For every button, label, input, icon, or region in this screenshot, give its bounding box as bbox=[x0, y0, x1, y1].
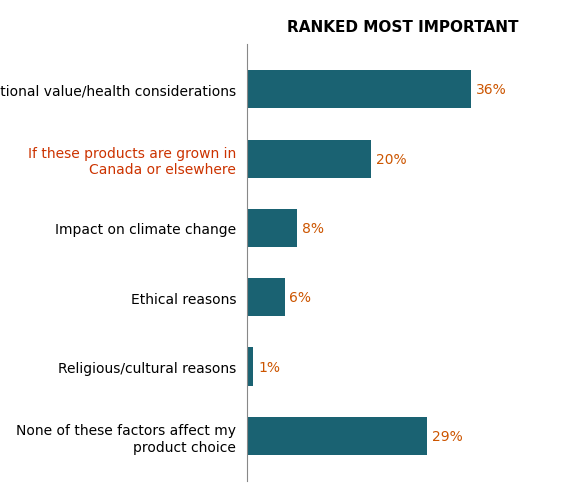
Text: 1%: 1% bbox=[258, 360, 281, 374]
Bar bbox=[247, 348, 254, 386]
Text: 6%: 6% bbox=[289, 291, 312, 305]
Text: 8%: 8% bbox=[302, 221, 324, 235]
Bar bbox=[247, 417, 427, 455]
Bar bbox=[247, 140, 371, 178]
Text: 29%: 29% bbox=[432, 429, 463, 443]
Bar bbox=[247, 71, 471, 109]
Text: RANKED MOST IMPORTANT: RANKED MOST IMPORTANT bbox=[287, 20, 518, 35]
Bar bbox=[247, 209, 297, 247]
Text: 36%: 36% bbox=[476, 83, 507, 97]
Bar bbox=[247, 279, 285, 317]
Text: 20%: 20% bbox=[377, 152, 407, 166]
